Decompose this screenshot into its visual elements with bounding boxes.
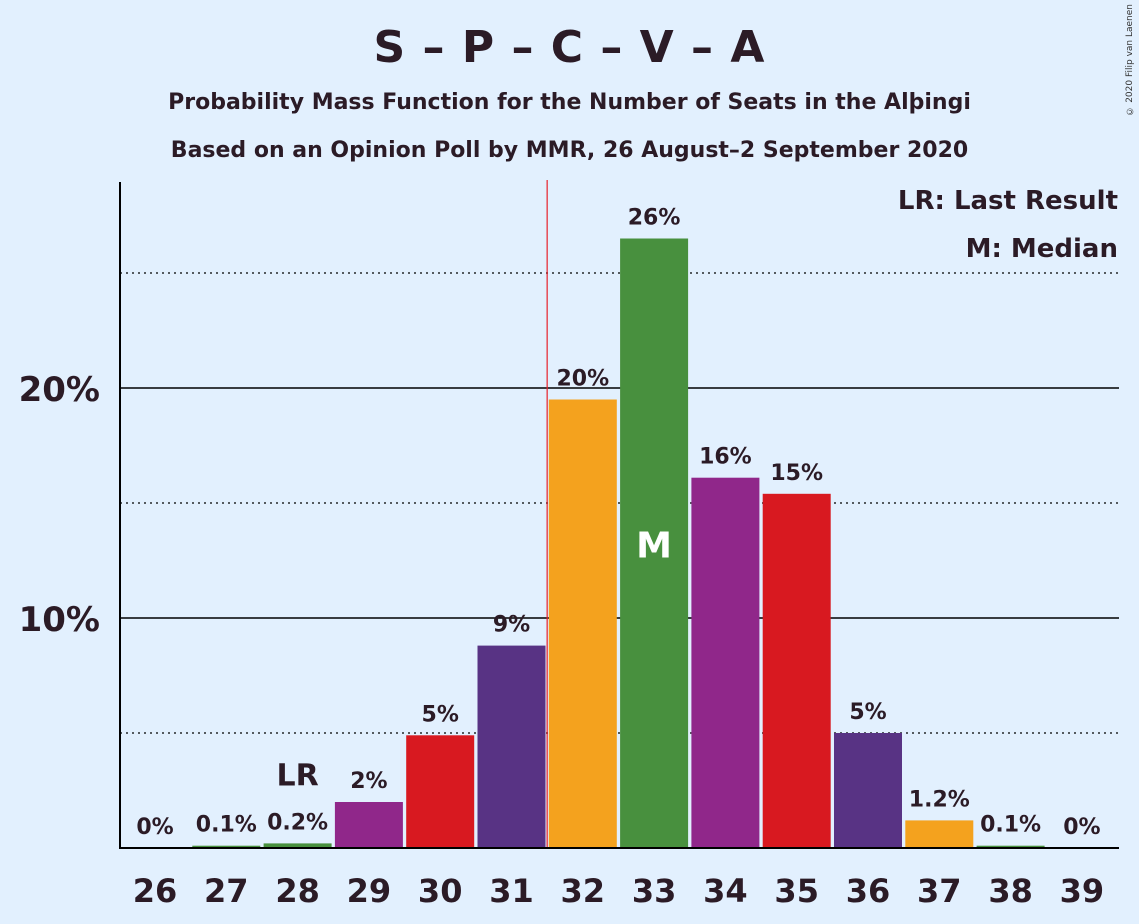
bar-seat-32 — [548, 399, 617, 848]
bar-seat-35 — [762, 493, 831, 848]
value-label: 0% — [136, 815, 173, 840]
bars-layer — [192, 238, 1045, 848]
chart-subtitle-2: Based on an Opinion Poll by MMR, 26 Augu… — [170, 138, 969, 163]
x-tick-label: 38 — [988, 872, 1033, 910]
x-tick-label: 36 — [846, 872, 891, 910]
value-label: 9% — [493, 613, 530, 638]
bar-seat-27 — [192, 845, 261, 848]
x-tick-label: 39 — [1060, 872, 1105, 910]
value-label: 0.1% — [980, 813, 1041, 838]
value-label: 20% — [556, 367, 609, 392]
x-tick-label: 32 — [561, 872, 606, 910]
legend-median: M: Median — [966, 234, 1118, 264]
bar-seat-34 — [691, 477, 760, 848]
value-label: 5% — [849, 700, 886, 725]
value-label: 2% — [350, 769, 387, 794]
bar-seat-37 — [905, 820, 974, 848]
value-label: 1.2% — [909, 787, 970, 812]
bar-seat-36 — [834, 733, 902, 848]
last-result-marker: LR — [276, 758, 318, 793]
x-tick-label: 34 — [703, 872, 748, 910]
y-tick-label: 20% — [19, 370, 100, 410]
bar-seat-38 — [976, 845, 1045, 848]
axes-layer: 10% 20% 26 27 28 29 30 31 32 33 34 35 36 37 38 39 — [19, 182, 1119, 910]
grid-layer — [120, 180, 1119, 848]
x-tick-label: 29 — [347, 872, 392, 910]
bar-seat-33 — [620, 238, 689, 848]
x-tick-label: 26 — [133, 872, 178, 910]
value-label: 0% — [1063, 815, 1100, 840]
value-label: 26% — [628, 206, 681, 231]
bar-seat-31 — [477, 645, 546, 848]
x-tick-label: 28 — [275, 872, 320, 910]
value-label: 15% — [770, 461, 823, 486]
chart-title: S – P – C – V – A — [373, 22, 766, 73]
y-tick-label: 10% — [19, 600, 100, 640]
value-label: 5% — [422, 702, 459, 727]
bar-seat-29 — [334, 802, 403, 848]
value-label: 0.2% — [267, 810, 328, 835]
value-label: 0.1% — [196, 813, 257, 838]
median-marker: M — [636, 525, 672, 566]
value-label: 16% — [699, 445, 752, 470]
labels-layer: 0% 0.1% 0.2% 2% 5% 9% 20% 26% 16% 15% 5% 1.2% 0.1% 0%… — [136, 206, 1100, 841]
chart-subtitle-1: Probability Mass Function for the Number… — [168, 90, 971, 115]
x-tick-label: 33 — [632, 872, 677, 910]
x-tick-label: 35 — [774, 872, 819, 910]
x-tick-label: 31 — [489, 872, 534, 910]
x-tick-label: 30 — [418, 872, 463, 910]
legend-last-result: LR: Last Result — [898, 186, 1118, 216]
x-tick-label: 27 — [204, 872, 249, 910]
bar-seat-30 — [406, 735, 475, 848]
bar-seat-28 — [263, 843, 332, 848]
x-tick-label: 37 — [917, 872, 962, 910]
